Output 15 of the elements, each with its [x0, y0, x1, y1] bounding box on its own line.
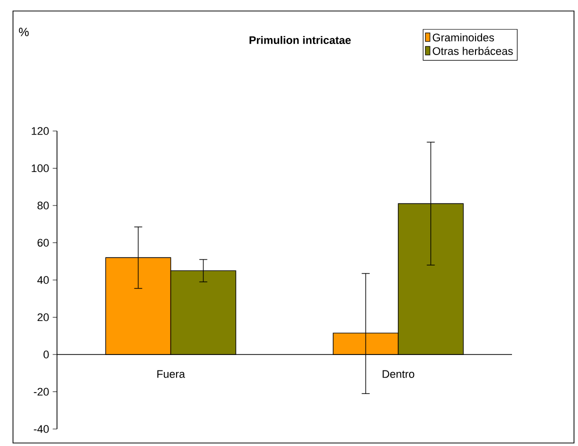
x-tick-label: Dentro [382, 370, 414, 378]
y-tick-label: 80 [38, 202, 49, 210]
y-tick-label: 60 [38, 238, 49, 247]
text: % [18, 28, 29, 36]
legend-label: Otras herbáceas [432, 46, 513, 55]
y-tick-label: 40 [37, 276, 49, 284]
y-tick-label: 100 [32, 164, 49, 172]
y-tick-label: 0 [44, 350, 49, 358]
y-tick-label: -20 [34, 388, 49, 396]
x-tick-label: Fuera [157, 370, 186, 378]
y-tick-label: 120 [32, 127, 49, 135]
legend-label: Graminoides [432, 33, 494, 42]
y-tick-label: -40 [34, 425, 49, 433]
y-tick-label: 20 [38, 313, 49, 322]
chart-title: Primulion intricatae [250, 36, 351, 44]
